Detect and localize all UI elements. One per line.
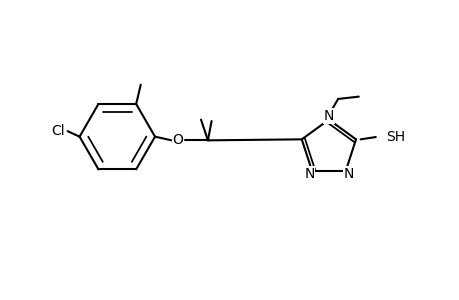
Text: N: N — [342, 167, 353, 181]
Text: N: N — [323, 109, 333, 123]
Text: N: N — [303, 167, 314, 181]
Text: Cl: Cl — [51, 124, 65, 138]
Text: SH: SH — [385, 130, 404, 144]
Text: O: O — [172, 133, 183, 147]
